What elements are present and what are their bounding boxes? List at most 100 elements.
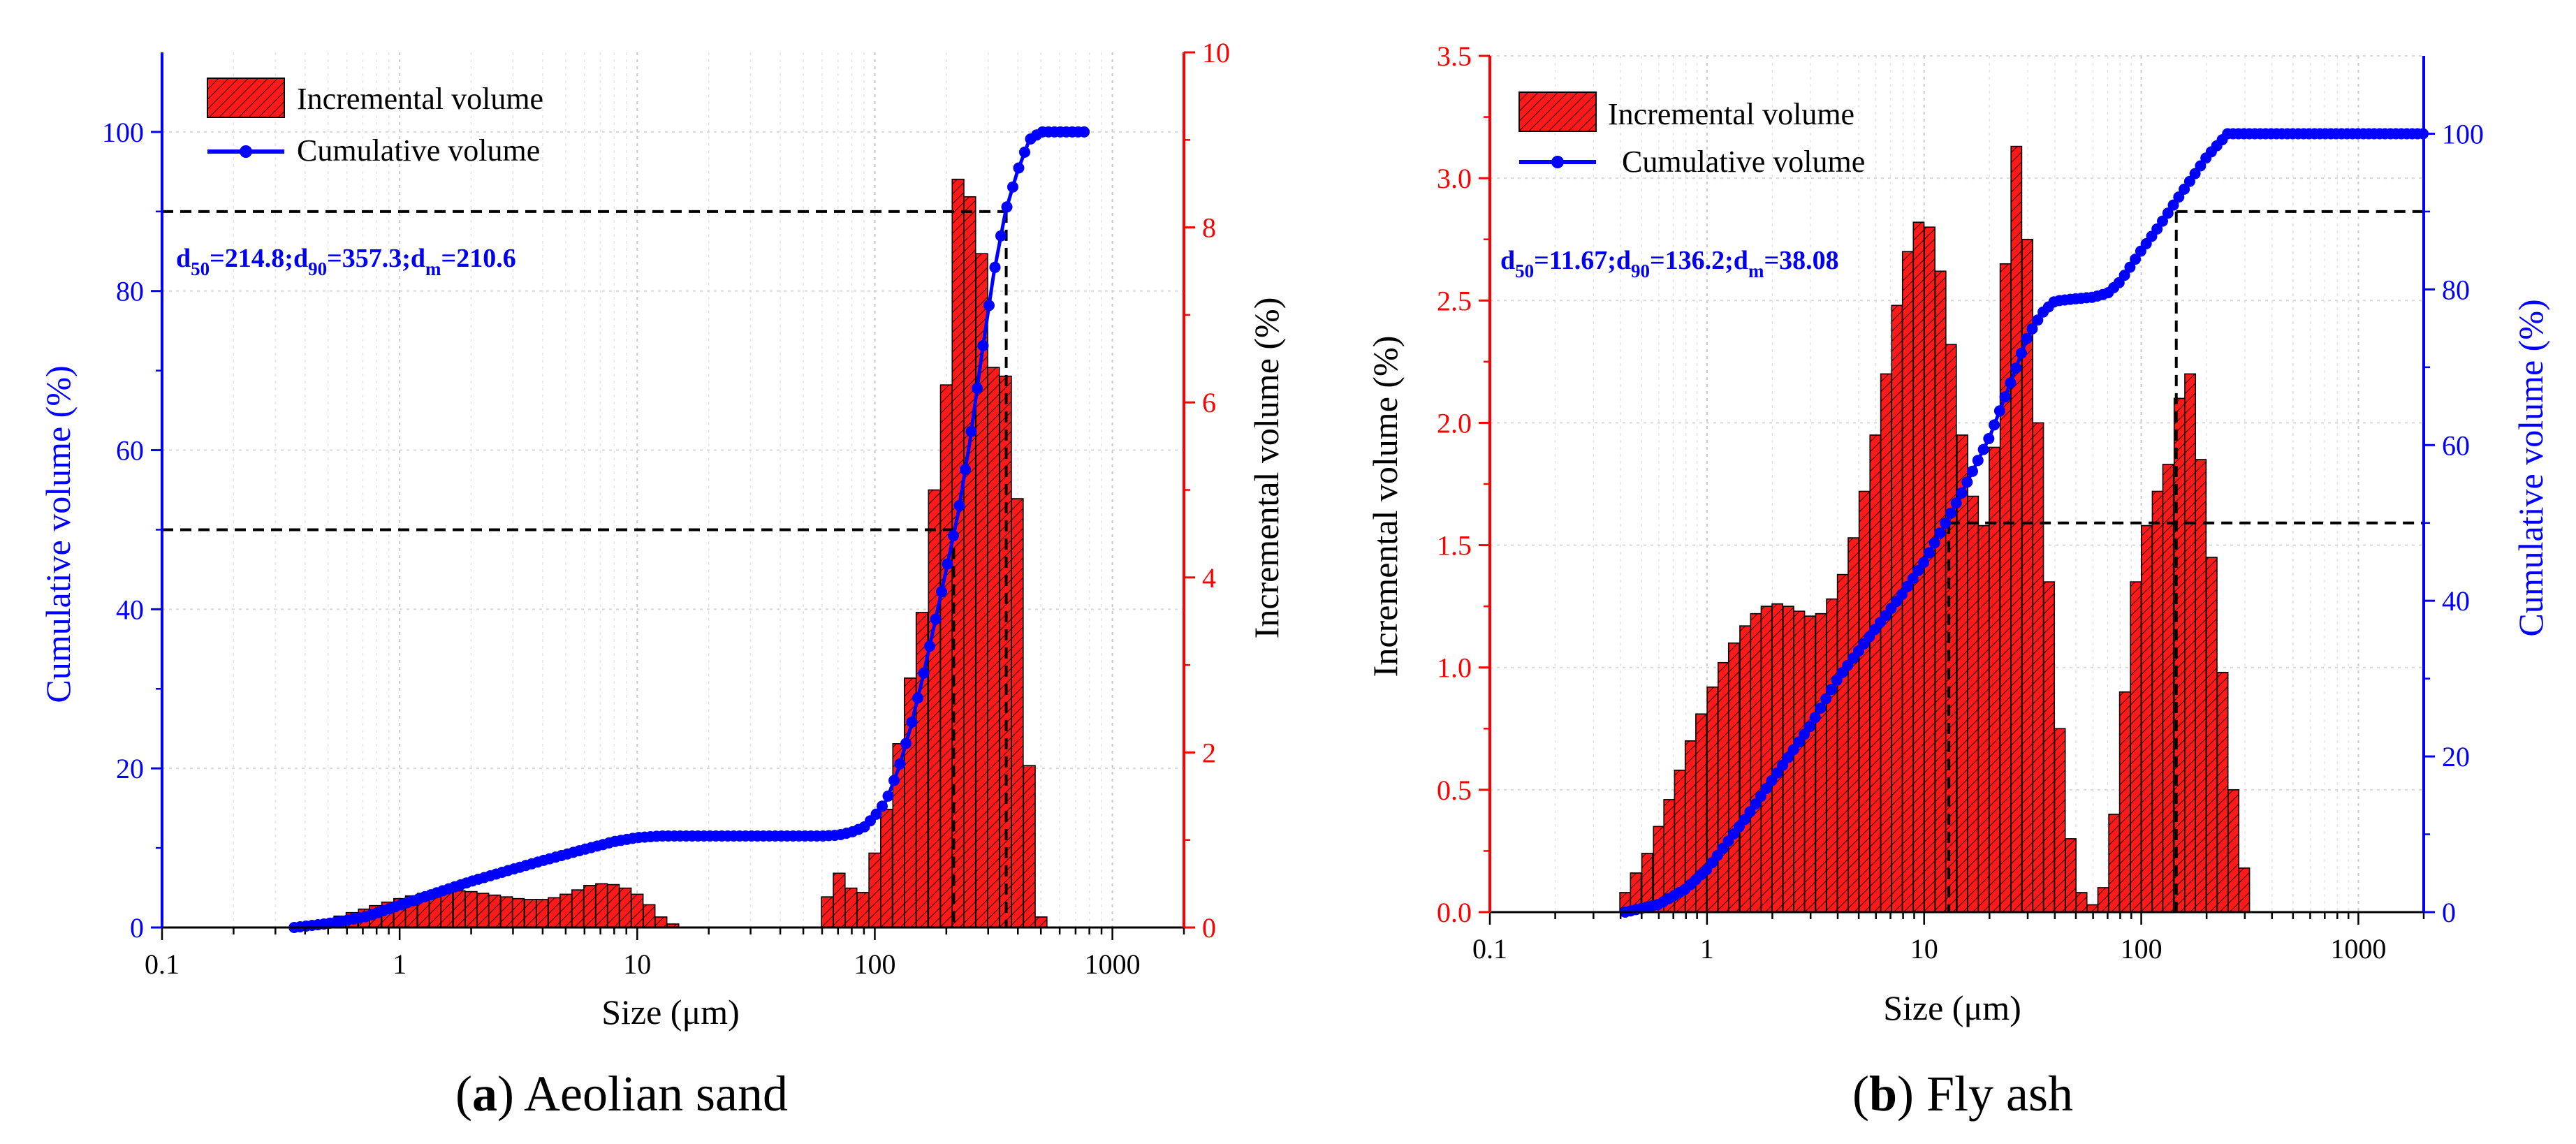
- cumulative-marker: [1019, 146, 1030, 158]
- incremental-bar: [643, 904, 656, 928]
- cumulative-marker: [1766, 775, 1778, 786]
- incremental-bar: [1750, 613, 1762, 913]
- left-tick-label: 2.0: [1437, 407, 1472, 439]
- incremental-bar: [963, 196, 976, 928]
- incremental-bar: [821, 896, 834, 928]
- left-tick-label: 1.0: [1437, 652, 1472, 684]
- cumulative-marker: [1007, 181, 1018, 193]
- cumulative-marker: [1999, 391, 2011, 403]
- incremental-bar: [1858, 490, 1871, 913]
- cumulative-marker: [2167, 199, 2179, 211]
- incremental-bar: [1847, 537, 1860, 913]
- right-axis-title-a: Incremental volume (%): [1247, 298, 1286, 639]
- cumulative-marker: [2173, 191, 2185, 203]
- incremental-bar: [928, 489, 941, 928]
- incremental-bar: [1023, 765, 1036, 928]
- cumulative-marker: [1972, 455, 1984, 467]
- cumulative-marker: [2130, 254, 2142, 265]
- incremental-bar: [1989, 446, 2000, 913]
- cumulative-marker: [1782, 751, 1794, 763]
- left-tick-label: 80: [116, 276, 144, 307]
- incremental-bar: [2184, 373, 2197, 913]
- incremental-bar: [1793, 610, 1806, 913]
- cumulative-marker: [977, 339, 989, 351]
- incremental-bar: [464, 890, 478, 928]
- cumulative-marker: [942, 558, 953, 570]
- right-tick-label: 4: [1202, 562, 1216, 594]
- cumulative-marker: [882, 790, 894, 802]
- cumulative-marker: [1918, 557, 1930, 569]
- cumulative-marker: [2195, 160, 2207, 172]
- incremental-bar: [1034, 916, 1048, 928]
- incremental-bar: [1706, 686, 1719, 913]
- cumulative-marker: [1989, 419, 2000, 431]
- incremental-bar: [453, 890, 466, 928]
- cumulative-marker: [900, 738, 912, 749]
- legend-a: Incremental volume Cumulative volume: [207, 78, 543, 168]
- x-tick-label: 0.1: [145, 948, 180, 980]
- incremental-bar: [607, 883, 620, 928]
- legend-swatch-incremental: [207, 78, 285, 118]
- cumulative-marker: [972, 382, 983, 394]
- incremental-bar: [2108, 814, 2121, 913]
- cumulative-marker: [2026, 323, 2038, 335]
- stats-annotation-b: d50=11.67;d90=136.2;dm=38.08: [1500, 246, 1839, 281]
- left-tick-label: 60: [116, 435, 144, 467]
- legend-b: Incremental volume Cumulative volume: [1518, 91, 1865, 179]
- legend-label-cumulative: Cumulative volume: [297, 133, 540, 168]
- incremental-bar: [1717, 661, 1729, 913]
- caption-b: (b) Fly ash: [1852, 1066, 2073, 1122]
- cumulative-marker: [1912, 564, 1924, 576]
- incremental-bar: [511, 897, 525, 928]
- cumulative-marker: [983, 300, 995, 311]
- incremental-bar: [654, 916, 668, 928]
- incremental-bar: [2238, 867, 2251, 913]
- incremental-bar: [1739, 625, 1752, 913]
- incremental-bar: [2086, 904, 2099, 913]
- incremental-bar: [1934, 270, 1947, 913]
- left-axis-title-a: Cumulative volume (%): [38, 365, 78, 703]
- cumulative-marker: [989, 261, 1001, 273]
- cumulative-marker: [2157, 215, 2168, 227]
- incremental-bar: [1727, 642, 1740, 913]
- cumulative-marker: [1907, 573, 1919, 585]
- incremental-bar: [2043, 581, 2055, 913]
- cumulative-marker: [894, 758, 906, 770]
- left-tick-label: 100: [102, 117, 144, 148]
- cumulative-marker: [1820, 693, 1832, 705]
- cumulative-marker: [1001, 201, 1013, 213]
- incremental-bar: [595, 883, 608, 928]
- x-tick-label: 100: [854, 948, 895, 980]
- incremental-bar: [631, 893, 644, 928]
- cumulative-marker: [870, 808, 882, 820]
- incremental-bar: [2130, 581, 2142, 913]
- incremental-bar: [2065, 838, 2077, 913]
- cumulative-marker: [1777, 759, 1789, 771]
- incremental-bar: [559, 893, 573, 928]
- cumulative-marker: [960, 464, 971, 476]
- reference-lines-a: [162, 210, 1008, 927]
- x-tick-label: 0.1: [1472, 933, 1507, 965]
- incremental-bar: [1011, 498, 1024, 928]
- incremental-bar: [1826, 598, 1838, 913]
- cumulative-marker: [2118, 270, 2130, 281]
- cumulative-marker: [1901, 580, 1913, 592]
- incremental-bar: [500, 896, 513, 928]
- incremental-bar: [619, 887, 632, 928]
- incremental-bar: [868, 852, 881, 928]
- incremental-bar: [856, 892, 870, 928]
- incremental-bar: [1924, 226, 1935, 913]
- right-tick-label: 60: [2442, 430, 2470, 461]
- incremental-bar: [536, 899, 549, 928]
- right-tick-label: 0: [2442, 897, 2456, 928]
- stats-annotation-a: d50=214.8;d90=357.3;dm=210.6: [176, 244, 516, 279]
- right-tick-label: 2: [1202, 737, 1216, 768]
- cumulative-marker: [1896, 589, 1908, 601]
- incremental-bar: [1999, 263, 2012, 913]
- cumulative-marker: [1815, 702, 1827, 714]
- legend-marker-cumulative: [240, 145, 252, 158]
- incremental-bar: [2216, 671, 2229, 913]
- incremental-bar: [571, 889, 585, 928]
